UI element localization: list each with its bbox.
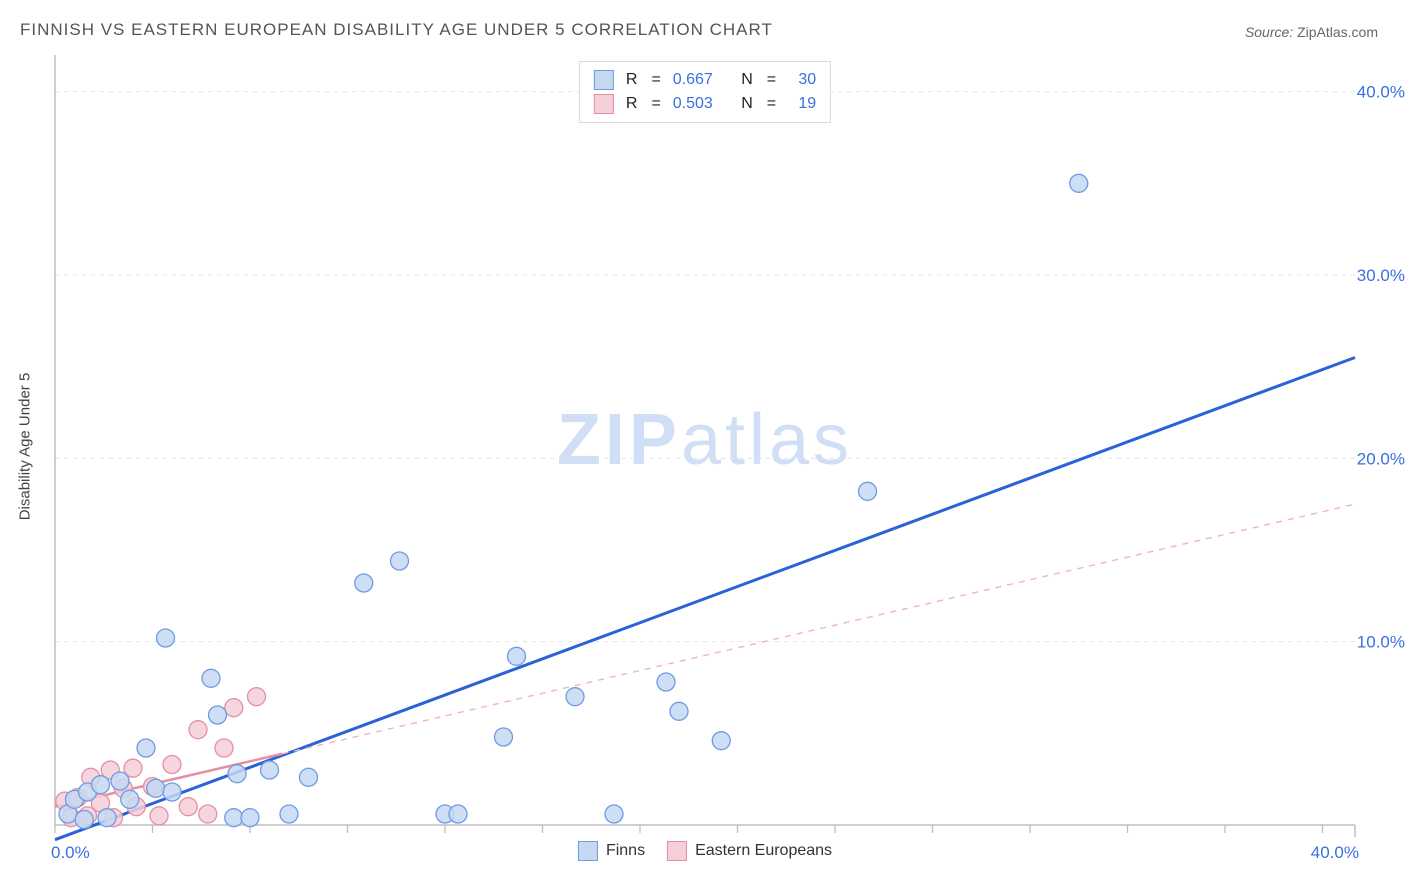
legend-swatch <box>594 94 614 114</box>
legend-r-value: 0.667 <box>673 68 725 92</box>
x-axis-min-label: 0.0% <box>51 843 90 863</box>
series-legend: Finns Eastern Europeans <box>578 841 832 861</box>
legend-eq: = <box>651 92 660 116</box>
legend-eq: = <box>767 92 776 116</box>
correlation-legend-row: R = 0.503 N = 19 <box>594 92 816 116</box>
legend-eq: = <box>767 68 776 92</box>
y-axis-label: Disability Age Under 5 <box>17 372 34 520</box>
legend-r-value: 0.503 <box>673 92 725 116</box>
legend-n-label: N <box>737 68 753 92</box>
source-label: Source: <box>1245 24 1293 40</box>
svg-text:40.0%: 40.0% <box>1357 83 1405 102</box>
legend-r-label: R <box>626 92 638 116</box>
x-axis-max-label: 40.0% <box>1311 843 1359 863</box>
legend-swatch <box>667 841 687 861</box>
legend-n-value: 30 <box>788 68 816 92</box>
series-legend-item: Eastern Europeans <box>667 841 832 861</box>
chart-title: FINNISH VS EASTERN EUROPEAN DISABILITY A… <box>20 20 773 40</box>
legend-swatch <box>594 70 614 90</box>
svg-text:20.0%: 20.0% <box>1357 449 1405 468</box>
svg-text:30.0%: 30.0% <box>1357 266 1405 285</box>
series-legend-label: Eastern Europeans <box>695 842 832 860</box>
legend-eq: = <box>651 68 660 92</box>
y-axis-label-wrap: Disability Age Under 5 <box>10 0 40 892</box>
legend-swatch <box>578 841 598 861</box>
legend-r-label: R <box>626 68 638 92</box>
svg-text:10.0%: 10.0% <box>1357 633 1405 652</box>
correlation-legend-row: R = 0.667 N = 30 <box>594 68 816 92</box>
series-legend-label: Finns <box>606 842 645 860</box>
plot-area: ZIPatlas 10.0%20.0%30.0%40.0% R=0.667 N=… <box>55 55 1355 825</box>
scatter-chart-svg: 10.0%20.0%30.0%40.0% <box>55 55 1355 825</box>
chart-container: FINNISH VS EASTERN EUROPEAN DISABILITY A… <box>0 0 1406 892</box>
source-value: ZipAtlas.com <box>1297 24 1378 40</box>
legend-n-label: N <box>737 92 753 116</box>
source-attribution: Source: ZipAtlas.com <box>1245 24 1378 40</box>
correlation-legend: R = 0.667 N = 30 R = 0.503 N = 19 <box>579 61 831 123</box>
legend-n-value: 19 <box>788 92 816 116</box>
series-legend-item: Finns <box>578 841 645 861</box>
